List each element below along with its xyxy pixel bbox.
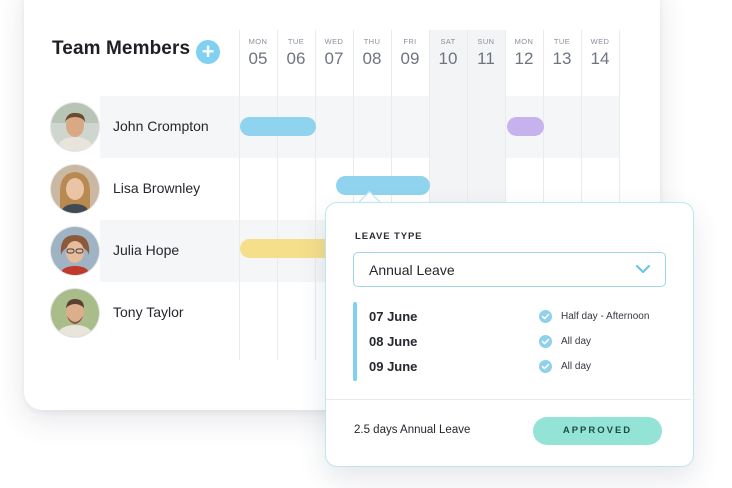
grid-line xyxy=(353,30,354,360)
chevron-down-icon xyxy=(635,261,651,282)
avatar xyxy=(50,164,100,214)
approved-status-badge: APPROVED xyxy=(533,417,662,445)
day-name: THU xyxy=(363,37,381,46)
day-number: 14 xyxy=(590,49,610,68)
day-name: WED xyxy=(324,37,344,46)
leave-summary: 2.5 days Annual Leave xyxy=(354,424,471,436)
member-name: Julia Hope xyxy=(113,242,180,258)
add-member-button[interactable]: + xyxy=(196,40,220,64)
grid-line xyxy=(239,30,240,360)
grid-line xyxy=(581,30,582,360)
avatar xyxy=(50,102,100,152)
leave-type-value: Annual Leave xyxy=(369,262,455,278)
day-name: WED xyxy=(590,37,610,46)
day-number: 09 xyxy=(400,49,420,68)
leave-date: 08 June xyxy=(369,334,418,349)
day-header: TUE 13 xyxy=(543,37,581,69)
check-circle-icon xyxy=(539,310,552,323)
leave-date: 07 June xyxy=(369,309,418,324)
day-name: FRI xyxy=(403,37,417,46)
avatar xyxy=(50,226,100,276)
day-number: 07 xyxy=(324,49,344,68)
leave-date-row: 09 June All day xyxy=(369,357,669,379)
day-header: WED 14 xyxy=(581,37,619,69)
day-name: MON xyxy=(514,37,534,46)
grid-line xyxy=(505,30,506,360)
day-number: 05 xyxy=(248,49,268,68)
day-name: TUE xyxy=(553,37,571,46)
day-header: MON 05 xyxy=(239,37,277,69)
day-header: MON 12 xyxy=(505,37,543,69)
check-circle-icon xyxy=(539,360,552,373)
day-number: 13 xyxy=(552,49,572,68)
day-header: SAT 10 xyxy=(429,37,467,69)
leave-type-label: LEAVE TYPE xyxy=(355,231,423,242)
plus-circle-icon: + xyxy=(201,39,215,64)
day-header: FRI 09 xyxy=(391,37,429,69)
grid-line xyxy=(543,30,544,360)
grid-line xyxy=(619,30,620,360)
day-number: 08 xyxy=(362,49,382,68)
day-number: 06 xyxy=(286,49,306,68)
leave-type-select[interactable]: Annual Leave xyxy=(353,252,666,287)
leave-duration: All day xyxy=(561,361,592,372)
member-name: Tony Taylor xyxy=(113,304,184,320)
date-list-accent xyxy=(353,302,357,381)
leave-date-row: 07 June Half day - Afternoon xyxy=(369,307,669,329)
day-number: 12 xyxy=(514,49,534,68)
leave-date: 09 June xyxy=(369,359,418,374)
grid-line xyxy=(391,30,392,360)
grid-line xyxy=(429,30,430,360)
leave-bar-selected[interactable] xyxy=(336,176,430,195)
leave-duration: All day xyxy=(561,336,592,347)
grid-line xyxy=(467,30,468,360)
leave-details-popover: LEAVE TYPE Annual Leave 07 June Half day… xyxy=(325,202,694,467)
leave-bar[interactable] xyxy=(507,117,544,136)
grid-line xyxy=(277,30,278,360)
day-number: 11 xyxy=(477,49,495,68)
check-circle-icon xyxy=(539,335,552,348)
day-header: SUN 11 xyxy=(467,37,505,69)
leave-bar[interactable] xyxy=(240,117,316,136)
day-name: TUE xyxy=(287,37,305,46)
day-header: THU 08 xyxy=(353,37,391,69)
day-header: WED 07 xyxy=(315,37,353,69)
grid-line xyxy=(315,30,316,360)
day-header: TUE 06 xyxy=(277,37,315,69)
member-name: John Crompton xyxy=(113,118,209,134)
avatar xyxy=(50,288,100,338)
divider xyxy=(326,399,691,400)
day-name: SUN xyxy=(477,37,495,46)
day-name: MON xyxy=(248,37,268,46)
page-title: Team Members xyxy=(52,38,191,59)
leave-duration: Half day - Afternoon xyxy=(561,311,650,322)
day-number: 10 xyxy=(438,49,458,68)
member-name: Lisa Brownley xyxy=(113,180,201,196)
leave-date-row: 08 June All day xyxy=(369,332,669,354)
day-name: SAT xyxy=(440,37,456,46)
